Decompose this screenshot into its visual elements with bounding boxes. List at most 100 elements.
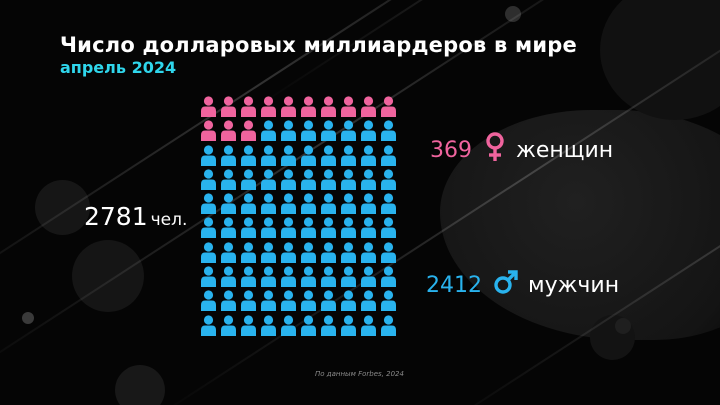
person-icon: [260, 266, 280, 290]
person-icon: [240, 266, 260, 290]
person-icon: [280, 169, 300, 193]
person-icon: [280, 217, 300, 241]
person-icon: [360, 290, 380, 314]
person-icon: [340, 217, 360, 241]
person-icon: [340, 315, 360, 339]
person-icon: [240, 217, 260, 241]
bg-blob: [115, 365, 165, 405]
person-icon: [360, 193, 380, 217]
bg-blob: [22, 312, 34, 324]
person-icon: [240, 144, 260, 169]
person-icon: [320, 120, 340, 144]
person-icon: [320, 266, 340, 290]
bg-blob: [615, 318, 631, 334]
bg-blob: [35, 180, 90, 235]
person-icon: [300, 242, 320, 266]
person-icon: [240, 120, 260, 144]
person-icon: [340, 242, 360, 266]
person-icon: [220, 96, 240, 120]
men-value: 2412: [426, 272, 482, 298]
person-icon: [380, 144, 400, 169]
bg-blob: [72, 240, 144, 312]
person-icon: [220, 290, 240, 314]
person-icon: [300, 193, 320, 217]
person-icon: [360, 169, 380, 193]
person-icon: [260, 290, 280, 314]
men-stat: 2412 мужчин: [426, 269, 619, 301]
person-icon: [340, 266, 360, 290]
person-icon: [220, 144, 240, 169]
person-icon: [380, 120, 400, 144]
person-icon: [280, 144, 300, 169]
person-icon: [380, 242, 400, 266]
person-icon: [340, 193, 360, 217]
person-icon: [340, 290, 360, 314]
person-icon: [200, 169, 220, 193]
person-icon: [340, 144, 360, 169]
person-icon: [260, 120, 280, 144]
person-icon: [200, 217, 220, 241]
person-icon: [260, 144, 280, 169]
total-unit: чел.: [150, 210, 188, 230]
total-value: 2781: [84, 202, 148, 231]
person-icon: [280, 315, 300, 339]
person-icon: [320, 242, 340, 266]
women-label: женщин: [516, 137, 614, 163]
person-icon: [280, 193, 300, 217]
person-icon: [280, 120, 300, 144]
person-icon: [300, 96, 320, 120]
person-icon: [240, 315, 260, 339]
person-icon: [320, 193, 340, 217]
male-symbol-icon: [494, 269, 518, 301]
person-icon: [300, 169, 320, 193]
person-icon: [200, 144, 220, 169]
person-icon: [240, 290, 260, 314]
women-value: 369: [430, 137, 472, 163]
total-count: 2781 чел.: [84, 202, 187, 231]
person-icon: [240, 169, 260, 193]
person-icon: [300, 266, 320, 290]
pictogram-grid: [200, 96, 400, 339]
person-icon: [260, 315, 280, 339]
person-icon: [300, 315, 320, 339]
person-icon: [260, 169, 280, 193]
person-icon: [240, 193, 260, 217]
person-icon: [280, 266, 300, 290]
person-icon: [300, 217, 320, 241]
person-icon: [360, 144, 380, 169]
source-note: По данным Forbes, 2024: [315, 370, 404, 378]
person-icon: [240, 96, 260, 120]
person-icon: [380, 315, 400, 339]
person-icon: [360, 315, 380, 339]
person-icon: [200, 120, 220, 144]
person-icon: [360, 242, 380, 266]
person-icon: [200, 315, 220, 339]
person-icon: [320, 217, 340, 241]
person-icon: [200, 290, 220, 314]
person-icon: [200, 193, 220, 217]
person-icon: [320, 144, 340, 169]
person-icon: [320, 96, 340, 120]
person-icon: [340, 169, 360, 193]
person-icon: [380, 217, 400, 241]
person-icon: [220, 169, 240, 193]
person-icon: [260, 217, 280, 241]
person-icon: [240, 242, 260, 266]
person-icon: [360, 217, 380, 241]
person-icon: [380, 290, 400, 314]
person-icon: [260, 96, 280, 120]
women-stat: 369 женщин: [430, 132, 613, 168]
person-icon: [220, 120, 240, 144]
person-icon: [280, 242, 300, 266]
person-icon: [300, 144, 320, 169]
person-icon: [380, 193, 400, 217]
chart-subtitle: апрель 2024: [60, 58, 177, 77]
person-icon: [380, 266, 400, 290]
person-icon: [320, 290, 340, 314]
person-icon: [280, 96, 300, 120]
bg-blob: [505, 6, 521, 22]
men-label: мужчин: [528, 272, 620, 298]
person-icon: [340, 120, 360, 144]
person-icon: [360, 96, 380, 120]
